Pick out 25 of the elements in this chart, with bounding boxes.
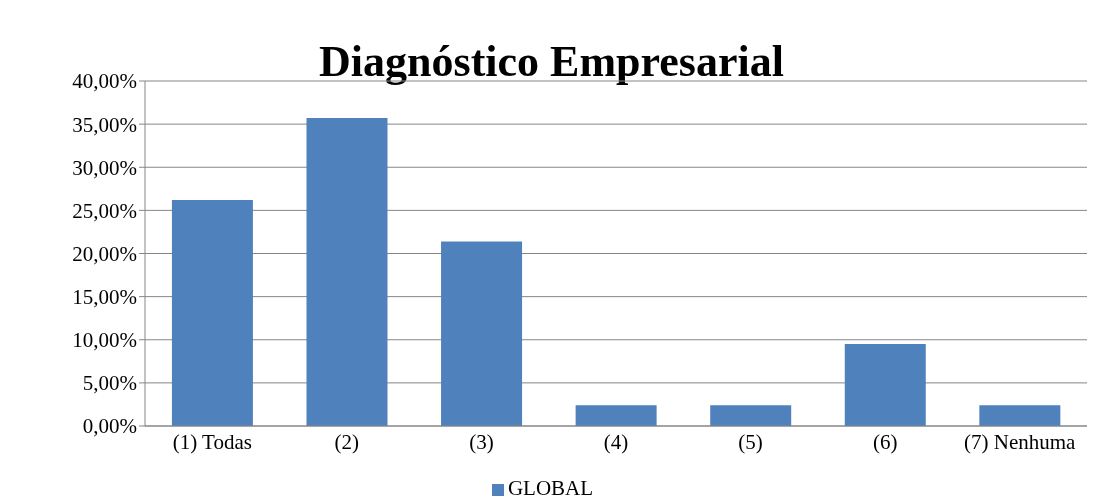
chart-title: Diagnóstico Empresarial bbox=[319, 37, 784, 86]
bar bbox=[441, 241, 523, 426]
legend-label: GLOBAL bbox=[507, 476, 594, 500]
y-tick-label: 25,00% bbox=[72, 198, 137, 223]
y-tick-label: 0,00% bbox=[82, 414, 137, 439]
x-tick-label: (5) bbox=[738, 429, 763, 454]
y-tick-label: 10,00% bbox=[72, 328, 137, 353]
y-tick-label: 35,00% bbox=[72, 112, 137, 137]
y-tick-label: 20,00% bbox=[72, 241, 137, 266]
x-tick-label: (6) bbox=[872, 429, 898, 454]
x-tick-label: (4) bbox=[603, 429, 629, 454]
x-tick-label: (1) Todas bbox=[172, 429, 252, 454]
bar bbox=[844, 344, 926, 426]
bar bbox=[306, 118, 388, 426]
y-tick-label: 30,00% bbox=[72, 155, 137, 180]
y-tick-label: 5,00% bbox=[82, 371, 137, 396]
bar bbox=[171, 200, 253, 426]
y-tick-label: 40,00% bbox=[72, 69, 137, 94]
x-tick-label: (7) Nenhuma bbox=[964, 429, 1077, 454]
x-tick-label: (3) bbox=[469, 429, 494, 454]
bar bbox=[710, 405, 792, 426]
bar bbox=[575, 405, 657, 426]
x-tick-label: (2) bbox=[334, 429, 360, 454]
bar bbox=[979, 405, 1061, 426]
y-tick-label: 15,00% bbox=[72, 285, 137, 310]
